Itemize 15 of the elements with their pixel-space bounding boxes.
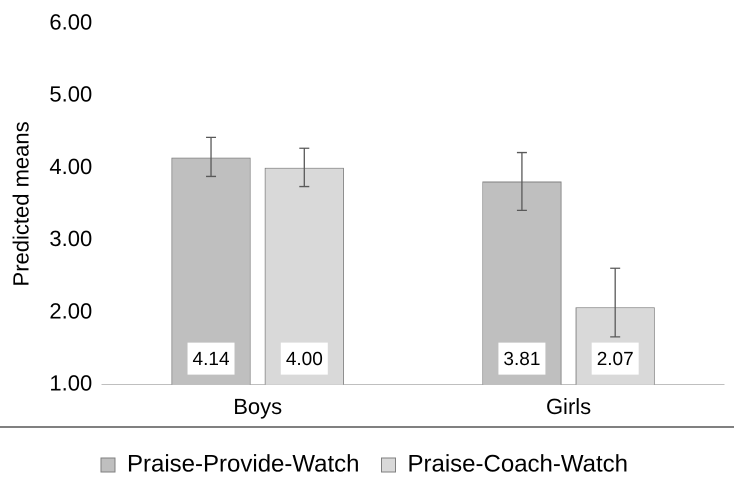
x-tick-label: Girls [546, 394, 592, 419]
y-tick-label: 1.00 [49, 370, 92, 396]
y-tick-label: 5.00 [49, 82, 92, 107]
legend-label: Praise-Coach-Watch [408, 450, 628, 478]
y-tick-label: 4.00 [49, 154, 92, 179]
data-label: 3.81 [503, 348, 540, 370]
data-label: 4.14 [192, 348, 230, 370]
y-tick-label: 3.00 [49, 226, 92, 252]
y-axis-title: Predicted means [8, 121, 34, 286]
x-tick-label: Boys [233, 394, 282, 419]
legend-label: Praise-Provide-Watch [126, 450, 360, 478]
y-tick-label: 6.00 [49, 9, 92, 34]
data-label: 4.00 [286, 348, 323, 370]
y-tick-label: 2.00 [49, 298, 92, 324]
data-label: 2.07 [596, 348, 634, 370]
